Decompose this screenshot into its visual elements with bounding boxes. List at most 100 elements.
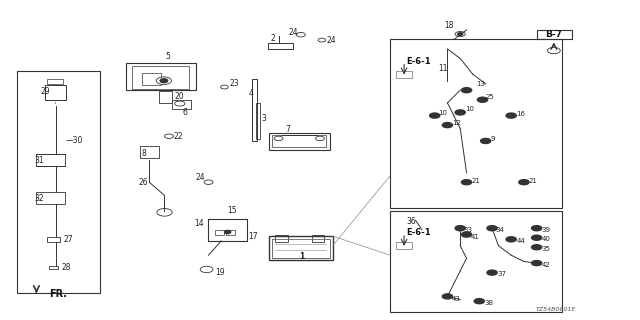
Bar bbox=[47, 79, 63, 84]
Text: 39: 39 bbox=[541, 227, 551, 233]
Bar bbox=[159, 91, 172, 103]
Text: 27: 27 bbox=[63, 235, 73, 244]
Bar bbox=[17, 71, 100, 293]
Text: 44: 44 bbox=[516, 238, 525, 244]
Circle shape bbox=[506, 237, 516, 242]
Circle shape bbox=[532, 235, 541, 240]
Bar bbox=[125, 63, 196, 90]
Circle shape bbox=[442, 123, 452, 128]
Text: 35: 35 bbox=[541, 246, 550, 252]
Text: 43: 43 bbox=[451, 296, 460, 302]
Circle shape bbox=[429, 113, 440, 118]
Bar bbox=[396, 70, 412, 77]
Circle shape bbox=[532, 260, 541, 266]
Text: 10: 10 bbox=[465, 106, 474, 112]
Text: E-6-1: E-6-1 bbox=[406, 228, 431, 237]
Bar bbox=[140, 146, 159, 158]
Text: B-7: B-7 bbox=[545, 30, 563, 39]
Text: 40: 40 bbox=[541, 236, 550, 242]
Text: 15: 15 bbox=[228, 206, 237, 215]
Bar bbox=[268, 43, 293, 49]
Text: 24: 24 bbox=[288, 28, 298, 37]
Circle shape bbox=[318, 38, 326, 42]
Circle shape bbox=[532, 245, 541, 250]
Circle shape bbox=[461, 180, 472, 185]
Bar bbox=[209, 219, 246, 241]
Text: 23: 23 bbox=[230, 79, 239, 88]
Text: 34: 34 bbox=[496, 227, 505, 233]
Circle shape bbox=[455, 32, 465, 36]
Text: 21: 21 bbox=[471, 178, 480, 184]
Circle shape bbox=[477, 97, 488, 102]
Bar bbox=[390, 39, 562, 208]
Bar bbox=[269, 236, 333, 260]
Text: 1: 1 bbox=[300, 252, 305, 260]
Text: 41: 41 bbox=[470, 234, 479, 240]
Circle shape bbox=[164, 134, 173, 139]
Circle shape bbox=[481, 139, 491, 143]
Circle shape bbox=[221, 85, 228, 89]
Circle shape bbox=[487, 270, 497, 275]
Circle shape bbox=[156, 77, 172, 84]
Text: 12: 12 bbox=[452, 120, 461, 125]
Text: 6: 6 bbox=[183, 108, 188, 117]
Text: 38: 38 bbox=[484, 300, 493, 306]
Circle shape bbox=[316, 136, 324, 141]
Text: 24: 24 bbox=[196, 173, 205, 182]
Bar bbox=[275, 235, 288, 242]
Circle shape bbox=[458, 33, 463, 35]
Bar bbox=[390, 211, 562, 312]
Text: 14: 14 bbox=[194, 219, 204, 228]
Text: 19: 19 bbox=[216, 268, 225, 277]
Text: 17: 17 bbox=[248, 232, 259, 241]
Text: 36: 36 bbox=[406, 217, 417, 226]
Circle shape bbox=[455, 110, 465, 115]
Circle shape bbox=[160, 79, 168, 83]
Bar bbox=[47, 237, 60, 243]
Bar bbox=[45, 85, 67, 100]
Circle shape bbox=[506, 113, 516, 118]
Circle shape bbox=[225, 230, 231, 234]
Bar bbox=[272, 239, 330, 258]
Bar bbox=[396, 242, 412, 249]
Text: 8: 8 bbox=[141, 149, 147, 158]
Circle shape bbox=[200, 266, 213, 273]
Text: 42: 42 bbox=[541, 262, 550, 268]
Circle shape bbox=[455, 226, 465, 231]
Circle shape bbox=[532, 226, 541, 231]
Bar bbox=[36, 154, 65, 166]
Bar bbox=[272, 135, 326, 147]
Text: 9: 9 bbox=[491, 136, 495, 142]
Text: 5: 5 bbox=[165, 52, 170, 61]
Text: 26: 26 bbox=[138, 178, 148, 187]
Bar bbox=[36, 192, 65, 204]
Text: 37: 37 bbox=[497, 271, 506, 277]
Circle shape bbox=[204, 180, 213, 184]
Circle shape bbox=[175, 101, 185, 106]
Bar bbox=[312, 235, 324, 242]
Text: 4: 4 bbox=[248, 89, 253, 98]
Text: 2: 2 bbox=[270, 34, 275, 43]
Text: 3: 3 bbox=[261, 114, 266, 123]
Bar bbox=[215, 230, 225, 235]
Circle shape bbox=[487, 226, 497, 231]
Text: E-6-1: E-6-1 bbox=[406, 57, 431, 66]
Text: 13: 13 bbox=[476, 81, 485, 87]
Text: 25: 25 bbox=[486, 93, 495, 100]
Circle shape bbox=[547, 47, 560, 54]
Text: TZ54B0601E: TZ54B0601E bbox=[536, 307, 576, 312]
Text: 29: 29 bbox=[41, 87, 51, 96]
Bar bbox=[226, 230, 236, 235]
Circle shape bbox=[519, 180, 529, 185]
Text: 10: 10 bbox=[438, 110, 447, 116]
Circle shape bbox=[442, 294, 452, 299]
Circle shape bbox=[157, 209, 172, 216]
Circle shape bbox=[461, 88, 472, 93]
Bar bbox=[49, 266, 58, 269]
Text: 21: 21 bbox=[529, 178, 538, 184]
Text: 22: 22 bbox=[173, 132, 183, 141]
Text: 16: 16 bbox=[516, 111, 525, 117]
Text: 18: 18 bbox=[444, 21, 454, 30]
Text: 28: 28 bbox=[61, 263, 71, 272]
Bar bbox=[252, 79, 257, 141]
